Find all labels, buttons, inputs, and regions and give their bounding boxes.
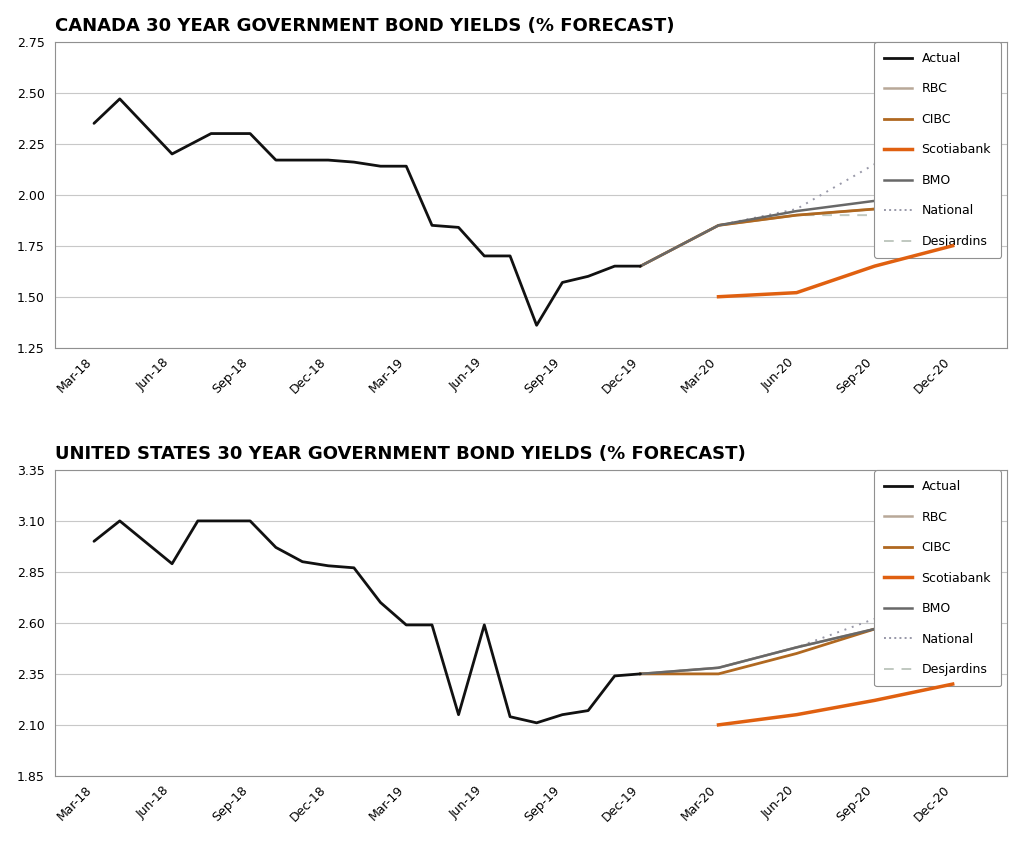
Legend: Actual, RBC, CIBC, Scotiabank, BMO, National, Desjardins: Actual, RBC, CIBC, Scotiabank, BMO, Nati… [874,470,1001,686]
Text: UNITED STATES 30 YEAR GOVERNMENT BOND YIELDS (% FORECAST): UNITED STATES 30 YEAR GOVERNMENT BOND YI… [55,445,745,463]
Text: CANADA 30 YEAR GOVERNMENT BOND YIELDS (% FORECAST): CANADA 30 YEAR GOVERNMENT BOND YIELDS (%… [55,17,675,34]
Legend: Actual, RBC, CIBC, Scotiabank, BMO, National, Desjardins: Actual, RBC, CIBC, Scotiabank, BMO, Nati… [874,42,1001,258]
